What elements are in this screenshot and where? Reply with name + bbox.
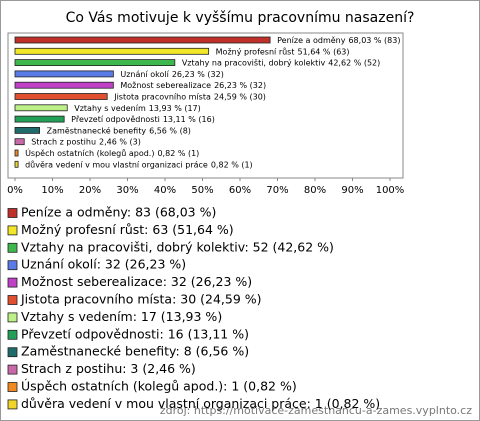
bar-category: Úspěch ostatních (kolegů apod.) <box>25 147 154 158</box>
bar-value-label: 2,46 % (3) <box>99 137 141 146</box>
bar-value-label: 26,23 % (32) <box>172 69 224 78</box>
chart-title: Co Vás motivuje k vyššímu pracovnímu nas… <box>66 10 415 26</box>
bar-label: Peníze a odměny 68,03 % (83) <box>277 36 400 45</box>
legend-swatch <box>7 208 18 218</box>
bar-category: Možný profesní růst <box>216 46 295 56</box>
bar-label: Uznání okolí 26,23 % (32) <box>120 69 223 78</box>
source: zdroj: https://motivace-zamestnancu-a-za… <box>160 404 472 417</box>
bar-value-label: 13,11 % (16) <box>163 115 215 124</box>
bar-value-label: 0,82 % (1) <box>157 149 199 158</box>
x-tick-label: 80% <box>304 185 326 196</box>
bar-label: důvěra vedení v mou vlastní organizaci p… <box>25 159 253 169</box>
legend-swatch <box>7 382 18 392</box>
x-tick-label: 10% <box>41 185 63 196</box>
bar <box>14 149 19 157</box>
bar-label: Možný profesní růst 51,64 % (63) <box>216 46 350 56</box>
bar <box>14 138 25 146</box>
x-tick-label: 50% <box>191 185 213 196</box>
legend-swatch <box>7 277 18 288</box>
bar <box>14 36 271 44</box>
plot-frame <box>7 32 404 179</box>
bar <box>14 127 41 134</box>
legend-label: Uznání okolí: 32 (26,23 %) <box>21 257 186 272</box>
bar-category: Vztahy na pracovišti, dobrý kolektiv <box>182 57 326 67</box>
bar-category: Jistota pracovního místa <box>113 92 211 101</box>
legend-swatch <box>7 260 18 271</box>
x-tick-label: 70% <box>266 185 288 196</box>
legend-swatch <box>7 364 18 375</box>
bar-value-label: 26,23 % (32) <box>214 81 266 90</box>
bar <box>14 104 68 112</box>
legend-label: Vztahy s vedením: 17 (13,93 %) <box>21 309 222 324</box>
legend-label: Zaměstnanecké benefity: 8 (6,56 %) <box>21 344 249 359</box>
legend-label: Úspěch ostatních (kolegů apod.): 1 (0,82… <box>21 379 297 394</box>
legend-label: Vztahy na pracovišti, dobrý kolektiv: 52… <box>21 239 334 254</box>
x-tick-label: 0% <box>7 185 23 196</box>
legend-label: Jistota pracovního místa: 30 (24,59 %) <box>20 292 262 307</box>
bar-label: Úspěch ostatních (kolegů apod.) 0,82 % (1… <box>25 147 199 158</box>
legend-label: důvěra vedení v mou vlastní organizaci p… <box>21 396 380 411</box>
bar-category: Strach z postihu <box>31 137 96 146</box>
bar-label: Možnost seberealizace 26,23 % (32) <box>120 81 266 90</box>
legend-label: Převzetí odpovědnosti: 16 (13,11 %) <box>21 326 249 341</box>
bar <box>14 93 108 100</box>
x-tick-label: 40% <box>154 185 176 196</box>
bar-value-label: 51,64 % (63) <box>297 47 349 56</box>
bar <box>14 70 114 78</box>
bar-label: Vztahy s vedením 13,93 % (17) <box>74 103 201 112</box>
legend-swatch <box>7 329 18 340</box>
bar-label: Vztahy na pracovišti, dobrý kolektiv 42,6… <box>182 57 380 67</box>
bar-category: Uznání okolí <box>120 69 169 78</box>
x-tick-label: 30% <box>116 185 138 196</box>
bar <box>14 160 19 168</box>
legend-swatch <box>7 225 18 236</box>
legend-label: Peníze a odměny: 83 (68,03 %) <box>21 205 216 220</box>
bar-category: důvěra vedení v mou vlastní organizaci p… <box>25 159 208 169</box>
bar-value-label: 6,56 % (8) <box>149 126 191 135</box>
x-tick-label: 20% <box>79 185 101 196</box>
x-tick-label: 90% <box>341 185 363 196</box>
bar-category: Možnost seberealizace <box>120 81 211 90</box>
legend-swatch <box>7 312 18 323</box>
bar <box>14 81 114 89</box>
bar-value-label: 24,59 % (30) <box>214 92 266 101</box>
legend-label: Možný profesní růst: 63 (51,64 %) <box>21 222 234 237</box>
bar-category: Zaměstnanecké benefity <box>47 125 147 135</box>
bar-category: Převzetí odpovědnosti <box>71 115 160 124</box>
bar <box>14 47 210 55</box>
legend-label: Strach z postihu: 3 (2,46 %) <box>21 361 196 376</box>
bar-value-label: 0,82 % (1) <box>211 160 253 169</box>
legend-swatch <box>7 399 18 410</box>
bar-value-label: 13,93 % (17) <box>149 103 201 112</box>
legend-swatch <box>7 242 18 253</box>
bar <box>14 59 176 66</box>
legend-swatch <box>7 295 18 305</box>
x-tick-label: 60% <box>229 185 251 196</box>
legend-swatch <box>7 347 18 358</box>
bar-category: Vztahy s vedením <box>74 103 146 112</box>
bar-label: Strach z postihu 2,46 % (3) <box>31 137 141 146</box>
x-tick-label: 100% <box>376 185 405 196</box>
bar-value-label: 42,62 % (52) <box>328 58 380 67</box>
bar-category: Peníze a odměny <box>277 36 346 45</box>
bar-label: Jistota pracovního místa 24,59 % (30) <box>113 92 266 101</box>
bar-value-label: 68,03 % (83) <box>348 36 400 45</box>
bar-label: Převzetí odpovědnosti 13,11 % (16) <box>71 115 215 124</box>
bar-label: Zaměstnanecké benefity 6,56 % (8) <box>47 125 191 135</box>
legend-label: Možnost seberealizace: 32 (26,23 %) <box>21 274 252 289</box>
bar <box>14 115 65 123</box>
